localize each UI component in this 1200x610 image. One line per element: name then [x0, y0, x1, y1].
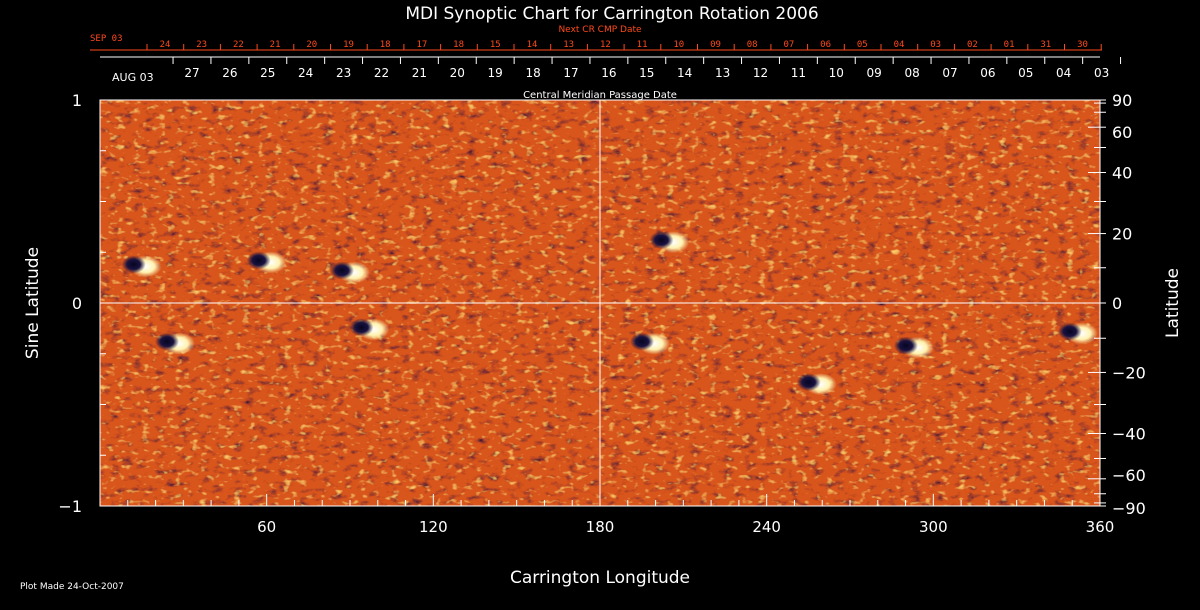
cmp-date: 06 — [980, 66, 995, 80]
next-cr-label: Next CR CMP Date — [558, 25, 642, 35]
next-cr-date: 18 — [380, 40, 391, 50]
active-region-6 — [630, 332, 670, 355]
lat-tick-label: −60 — [1112, 466, 1146, 485]
next-cr-date: 11 — [637, 40, 648, 50]
active-region-7 — [649, 231, 690, 254]
cmp-date: 27 — [184, 66, 199, 80]
y2-axis-label: Latitude — [1163, 268, 1183, 338]
lat-tick-label: 0 — [1112, 294, 1122, 313]
next-cr-date: 07 — [783, 40, 794, 50]
cmp-date: 19 — [488, 66, 503, 80]
active-region-5 — [349, 318, 390, 341]
lat-tick-label: 60 — [1112, 123, 1132, 142]
active-region-8 — [796, 373, 837, 396]
next-cr-date: 23 — [196, 40, 207, 50]
next-cr-date: 12 — [600, 40, 611, 50]
lat-tick-label: 40 — [1112, 164, 1132, 183]
cmp-date: 12 — [753, 66, 768, 80]
next-cr-date: 03 — [930, 40, 941, 50]
next-cr-date: 17 — [416, 40, 427, 50]
cmp-date: 20 — [450, 66, 465, 80]
y-axis-label: Sine Latitude — [23, 247, 43, 359]
next-cr-date: 15 — [490, 40, 501, 50]
date-axes: SEP 03 24 23 22 21 20 19 18 17 18 15 14 13 12 11 10 09 08… — [90, 34, 1122, 84]
active-region-3 — [246, 251, 287, 274]
cmp-date: 07 — [942, 66, 957, 80]
cmp-date: 05 — [1018, 66, 1033, 80]
next-cr-date: 08 — [747, 40, 758, 50]
cmp-date: 08 — [904, 66, 919, 80]
active-region-2 — [155, 332, 195, 355]
active-region-1 — [121, 255, 162, 278]
cmp-date: 18 — [525, 66, 540, 80]
cmp-date: 13 — [715, 66, 730, 80]
plot-made-label: Plot Made 24-Oct-2007 — [20, 582, 124, 592]
cmp-date: 17 — [563, 66, 578, 80]
cmp-date: 09 — [867, 66, 882, 80]
next-cr-first-date: SEP 03 — [90, 34, 123, 44]
x-tick-label: 240 — [752, 518, 781, 536]
cmp-date: 03 — [1094, 66, 1109, 80]
y-tick-label: 0 — [72, 294, 82, 313]
next-cr-date: 20 — [306, 40, 317, 50]
lat-tick-label: −40 — [1112, 424, 1146, 443]
active-region-9 — [893, 336, 934, 359]
x-tick-label: 180 — [586, 518, 615, 536]
x-tick-label: 120 — [419, 518, 448, 536]
next-cr-date: 05 — [857, 40, 868, 50]
next-cr-date: 21 — [270, 40, 281, 50]
y-tick-label: 1 — [72, 91, 82, 110]
cmp-date: 21 — [412, 66, 427, 80]
chart-title: MDI Synoptic Chart for Carrington Rotati… — [405, 4, 818, 24]
lat-tick-label: 20 — [1112, 225, 1132, 244]
cmp-date: 25 — [260, 66, 275, 80]
lat-tick-label: −90 — [1112, 499, 1146, 518]
cmp-date: 26 — [222, 66, 237, 80]
crosshair-lines — [100, 100, 1100, 506]
lat-tick-label: 90 — [1112, 91, 1132, 110]
active-region-10 — [1057, 322, 1098, 345]
next-cr-date: 06 — [820, 40, 831, 50]
next-cr-date: 04 — [894, 40, 905, 50]
cmp-date: 11 — [791, 66, 806, 80]
x-axis-label: Carrington Longitude — [510, 568, 690, 588]
next-cr-date: 02 — [967, 40, 978, 50]
next-cr-date: 22 — [233, 40, 244, 50]
cmp-date: 04 — [1056, 66, 1071, 80]
next-cr-date: 10 — [673, 40, 684, 50]
x-tick-label: 300 — [919, 518, 948, 536]
next-cr-date: 01 — [1004, 40, 1015, 50]
next-cr-date: 30 — [1077, 40, 1088, 50]
next-cr-date: 13 — [563, 40, 574, 50]
next-cr-date: 18 — [453, 40, 464, 50]
cmp-date: 10 — [829, 66, 844, 80]
next-cr-date: 14 — [527, 40, 538, 50]
cmp-date: 24 — [298, 66, 313, 80]
lat-tick-label: −20 — [1112, 363, 1146, 382]
x-tick-label: 60 — [257, 518, 276, 536]
next-cr-date: 09 — [710, 40, 721, 50]
cmp-date: 22 — [374, 66, 389, 80]
next-cr-date: 24 — [160, 40, 171, 50]
axes: 60 120 180 240 300 360 1 0 −1 90 60 40 20 0 −20 −40 −60 −… — [58, 91, 1145, 536]
cmp-date-label: Central Meridian Passage Date — [523, 90, 677, 101]
y-tick-label: −1 — [58, 497, 82, 516]
cmp-date: 14 — [677, 66, 692, 80]
cmp-date: 15 — [639, 66, 654, 80]
x-tick-label: 360 — [1086, 518, 1115, 536]
next-cr-date: 19 — [343, 40, 354, 50]
cmp-date: 23 — [336, 66, 351, 80]
cmp-date: 16 — [601, 66, 616, 80]
next-cr-date: 31 — [1040, 40, 1051, 50]
cmp-first-date: AUG 03 — [112, 71, 154, 84]
active-region-4 — [330, 261, 370, 284]
